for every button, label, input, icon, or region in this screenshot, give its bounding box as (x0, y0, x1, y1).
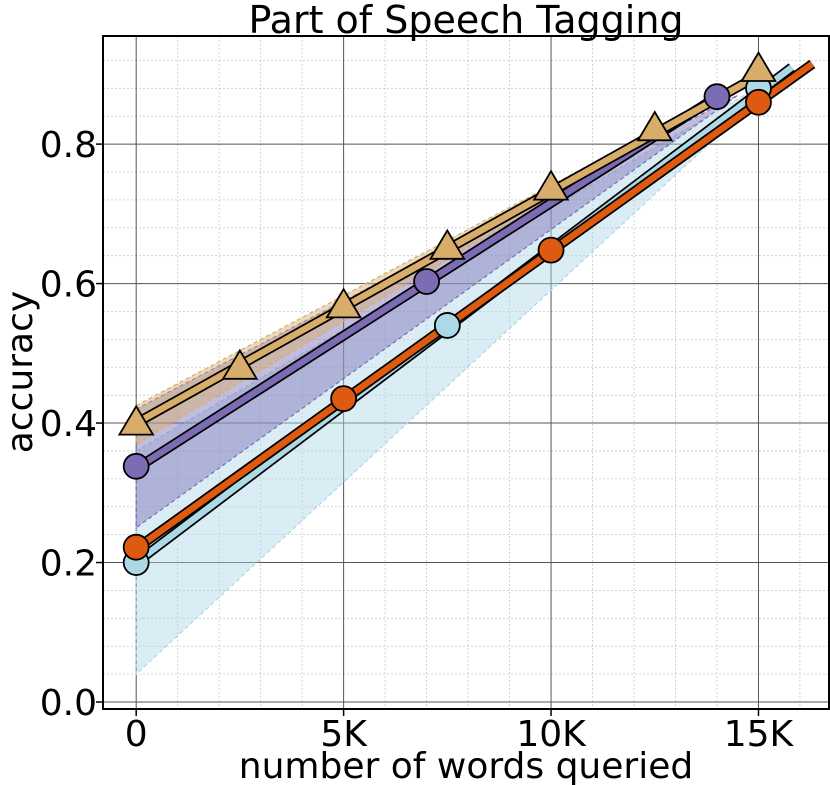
data-point-series-4 (122, 533, 150, 561)
series-lines (133, 59, 816, 567)
x-axis-title: number of words queried (239, 746, 693, 785)
data-point-series-2 (122, 452, 150, 480)
x-tick-label: 5K (320, 714, 368, 755)
data-point-series-4 (330, 385, 358, 413)
data-point-series-3 (428, 228, 466, 260)
y-tick-label: 0.0 (40, 683, 97, 724)
minor-grid (103, 36, 829, 709)
y-axis-title: accuracy (0, 291, 41, 453)
data-point-series-4 (745, 88, 772, 116)
series-line-4 (134, 61, 815, 552)
data-point-series-3 (532, 169, 570, 201)
series-markers (117, 50, 777, 576)
plot-frame (102, 35, 830, 710)
y-tick-label: 0.6 (40, 265, 97, 306)
y-tick-label: 0.8 (40, 125, 97, 166)
y-tick-label: 0.4 (40, 404, 97, 445)
data-point-series-3 (325, 287, 362, 319)
data-point-series-3 (740, 50, 777, 82)
data-point-series-2 (413, 268, 440, 295)
x-tick-label: 15K (724, 714, 795, 755)
data-point-series-3 (221, 348, 259, 380)
data-point-series-4 (537, 236, 565, 264)
x-tick-label: 0 (125, 714, 148, 755)
data-point-series-3 (636, 110, 674, 142)
data-point-series-1 (433, 312, 461, 339)
data-point-series-3 (117, 404, 155, 436)
data-point-series-2 (703, 83, 731, 111)
y-axis-ticks: 0.0 0.2 0.4 0.6 0.8 (40, 125, 103, 724)
x-tick-label: 10K (516, 714, 587, 755)
x-axis-ticks: 0 5K 10K 15K (125, 709, 795, 755)
y-tick-label: 0.2 (40, 544, 97, 585)
